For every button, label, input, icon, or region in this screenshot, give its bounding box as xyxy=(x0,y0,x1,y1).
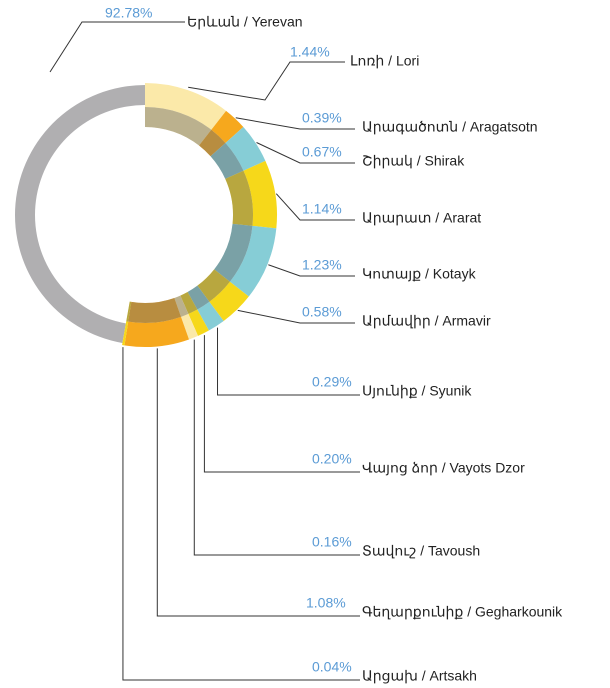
percent-label: 0.20% xyxy=(312,451,352,467)
leader-line xyxy=(49,21,185,73)
donut-segment xyxy=(15,85,145,344)
percent-label: 1.44% xyxy=(290,44,330,60)
leader-line xyxy=(275,193,355,221)
inner-shade xyxy=(145,107,212,146)
leader-line xyxy=(235,117,355,130)
percent-label: 1.08% xyxy=(306,595,346,611)
donut-segment-inner xyxy=(187,285,210,310)
donut-segment-inner xyxy=(180,292,198,314)
percent-label: 0.58% xyxy=(302,304,342,320)
inner-shade xyxy=(128,297,182,323)
region-name: Սյունիք / Syunik xyxy=(362,383,472,399)
leader-line xyxy=(193,339,360,556)
region-name: Արմավիր / Armavir xyxy=(362,313,491,329)
inner-shade xyxy=(187,285,210,310)
percent-label: 92.78% xyxy=(105,5,152,21)
donut-segment-inner xyxy=(210,142,244,179)
donut-segment xyxy=(209,281,249,322)
leader-line xyxy=(237,309,355,324)
inner-shade xyxy=(126,301,132,322)
inner-shade xyxy=(225,170,254,226)
inner-shade xyxy=(174,295,189,317)
donut-segment xyxy=(243,160,277,229)
donut-segment xyxy=(225,126,266,171)
donut-segment xyxy=(197,301,224,331)
percent-label: 0.04% xyxy=(312,659,352,675)
percent-label: 0.67% xyxy=(302,144,342,160)
region-name: Գեղարքունիք / Gegharkounik xyxy=(362,604,563,620)
region-name: Երևան / Yerevan xyxy=(187,14,303,30)
donut-segment-inner xyxy=(174,295,189,317)
leader-line xyxy=(268,264,355,277)
donut-segment-inner xyxy=(128,297,182,323)
inner-shade xyxy=(210,142,244,179)
donut-segment-inner xyxy=(145,107,212,146)
donut-segment-inner xyxy=(214,223,253,282)
donut-segment xyxy=(188,309,209,336)
percent-label: 1.23% xyxy=(302,257,342,273)
region-name: Արագածոտն / Aragatsotn xyxy=(362,119,538,135)
inner-shade xyxy=(214,223,253,282)
region-name: Արարատ / Ararat xyxy=(362,210,481,226)
inner-shade xyxy=(180,292,198,314)
donut-segment-inner xyxy=(197,269,230,302)
leader-line xyxy=(203,335,360,473)
inner-shade xyxy=(199,129,226,157)
percent-label: 0.16% xyxy=(312,534,352,550)
donut-segment-inner xyxy=(225,170,254,226)
donut-segment xyxy=(211,110,244,143)
leader-line xyxy=(156,348,360,617)
donut-segment xyxy=(229,225,277,297)
region-name: Վայոց ձոր / Vayots Dzor xyxy=(362,460,525,476)
region-name: Կոտայք / Kotayk xyxy=(362,266,477,282)
donut-segment-inner xyxy=(126,301,132,322)
leader-line xyxy=(217,327,360,396)
inner-shade xyxy=(197,269,230,302)
region-name: Տավուշ / Tavoush xyxy=(362,543,480,559)
percent-label: 0.29% xyxy=(312,374,352,390)
region-name: Շիրակ / Shirak xyxy=(362,153,465,169)
percent-label: 1.14% xyxy=(302,201,342,217)
leader-line xyxy=(256,142,355,164)
region-name: Արցախ / Artsakh xyxy=(362,668,477,684)
donut-segment xyxy=(124,316,190,347)
donut-segment xyxy=(181,313,199,340)
leader-line xyxy=(122,347,360,681)
donut-segment xyxy=(122,321,129,346)
leader-line xyxy=(188,61,345,101)
percent-label: 0.39% xyxy=(302,110,342,126)
donut-segment xyxy=(145,83,227,130)
region-name: Լոռի / Lori xyxy=(350,53,419,69)
donut-segment-inner xyxy=(199,129,226,157)
